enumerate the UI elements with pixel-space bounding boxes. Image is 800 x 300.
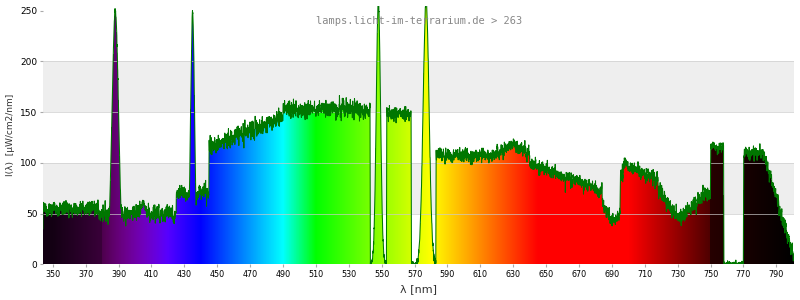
Text: lamps.licht-im-terrarium.de > 263: lamps.licht-im-terrarium.de > 263	[315, 16, 522, 26]
X-axis label: λ [nm]: λ [nm]	[400, 284, 437, 294]
Y-axis label: I(λ)  [μW/cm2/nm]: I(λ) [μW/cm2/nm]	[6, 94, 14, 176]
